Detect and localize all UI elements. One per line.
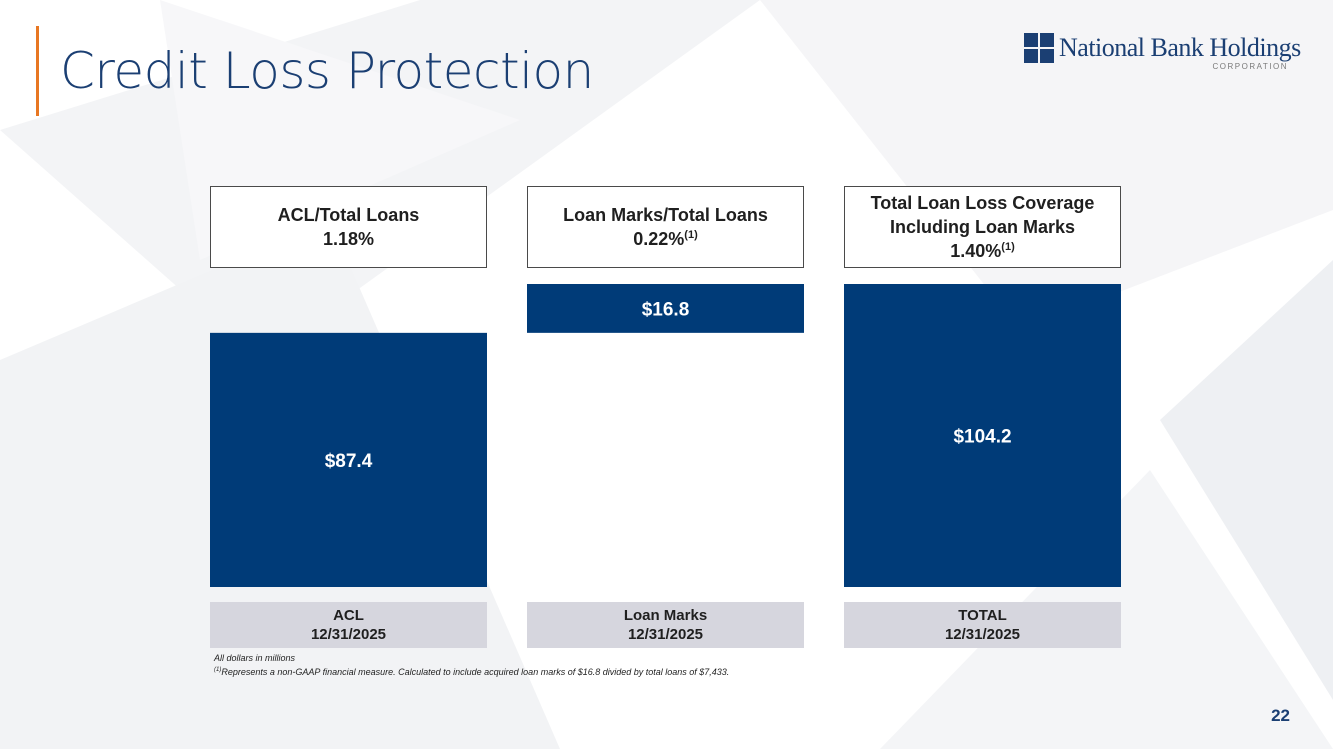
four-square-grid-icon: [1024, 33, 1054, 63]
category-box-total: TOTAL 12/31/2025: [844, 602, 1121, 648]
page-number: 22: [1271, 706, 1290, 725]
footnote-marker: (1): [684, 229, 698, 241]
title-accent-bar: [36, 26, 39, 116]
footnote-non-gaap: (1)Represents a non-GAAP financial measu…: [214, 667, 730, 677]
metric-box-total: Total Loan Loss Coverage Including Loan …: [844, 186, 1121, 268]
category-date: 12/31/2025: [944, 626, 1021, 643]
metric-value: 1.18%: [322, 229, 375, 249]
metric-title: Loan Marks/Total Loans: [563, 205, 768, 225]
logo-name: National Bank Holdings: [1059, 33, 1301, 62]
logo-subtitle: CORPORATION: [1212, 62, 1288, 71]
metric-box-acl: ACL/Total Loans 1.18%: [210, 186, 487, 268]
metric-title: ACL/Total Loans: [277, 205, 420, 225]
category-name: Loan Marks: [623, 607, 708, 624]
footnote-units: All dollars in millions: [214, 653, 296, 663]
metric-value: 1.40%(1): [950, 241, 1015, 261]
metric-title: Total Loan Loss Coverage Including Loan …: [870, 193, 1095, 237]
category-name: TOTAL: [958, 607, 1007, 624]
company-logo: National Bank Holdings CORPORATION: [1024, 33, 1301, 73]
category-box-acl: ACL 12/31/2025: [210, 602, 487, 648]
bar-value-label-3: $104.2: [953, 427, 1011, 448]
category-box-loan-marks: Loan Marks 12/31/2025: [527, 602, 804, 648]
bar-1: [210, 332, 487, 587]
bar-value-label-2: $16.8: [642, 299, 690, 320]
bar-2: [527, 284, 804, 333]
metric-box-loan-marks: Loan Marks/Total Loans 0.22%(1): [527, 186, 804, 268]
category-name: ACL: [333, 607, 364, 624]
page-title: Credit Loss Protection: [60, 42, 594, 100]
category-date: 12/31/2025: [310, 626, 387, 643]
category-date: 12/31/2025: [627, 626, 704, 643]
bar-value-label-1: $87.4: [325, 451, 373, 472]
footnote-marker: (1): [1001, 241, 1015, 253]
metric-value: 0.22%(1): [633, 229, 698, 249]
bar-3: [844, 284, 1121, 587]
